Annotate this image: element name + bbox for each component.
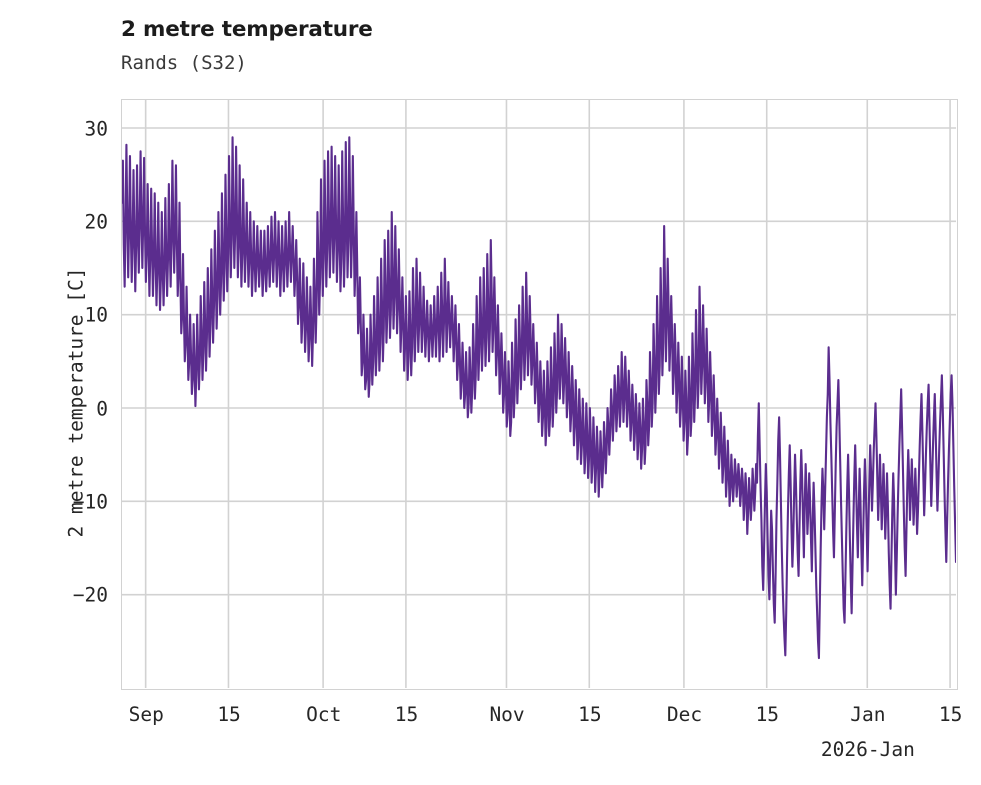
x-tick-label-3: 15 xyxy=(394,703,419,726)
x-tick-label-8: Jan xyxy=(850,703,886,726)
x-axis-sublabel: 2026-Jan xyxy=(820,738,915,761)
horizontal-gridlines xyxy=(122,127,956,596)
y-tick-label-5: −20 xyxy=(72,583,108,607)
x-tick-label-7: 15 xyxy=(755,703,780,726)
x-tick-label-4: Nov xyxy=(489,703,525,726)
y-tick-label-4: −10 xyxy=(72,490,108,514)
y-axis-tick-labels: 30 20 10 0 −10 −20 xyxy=(30,0,108,785)
x-tick-label-1: 15 xyxy=(217,703,241,726)
y-tick-label-1: 20 xyxy=(84,210,108,234)
x-tick-label-9: 15 xyxy=(938,703,963,726)
x-tick-label-2: Oct xyxy=(306,703,342,726)
page-title: 2 metre temperature xyxy=(121,17,373,42)
x-tick-label-6: Dec xyxy=(666,703,703,726)
plot-area xyxy=(121,99,958,690)
y-tick-label-2: 10 xyxy=(84,303,108,327)
temperature-line-chart xyxy=(122,100,956,688)
x-tick-label-0: Sep xyxy=(128,703,164,726)
x-tick-label-5: 15 xyxy=(578,703,602,726)
chart-subtitle: Rands (S32) xyxy=(121,52,247,74)
y-tick-label-3: 0 xyxy=(96,397,108,421)
y-tick-label-0: 30 xyxy=(84,117,108,141)
temperature-series-line xyxy=(122,136,956,660)
